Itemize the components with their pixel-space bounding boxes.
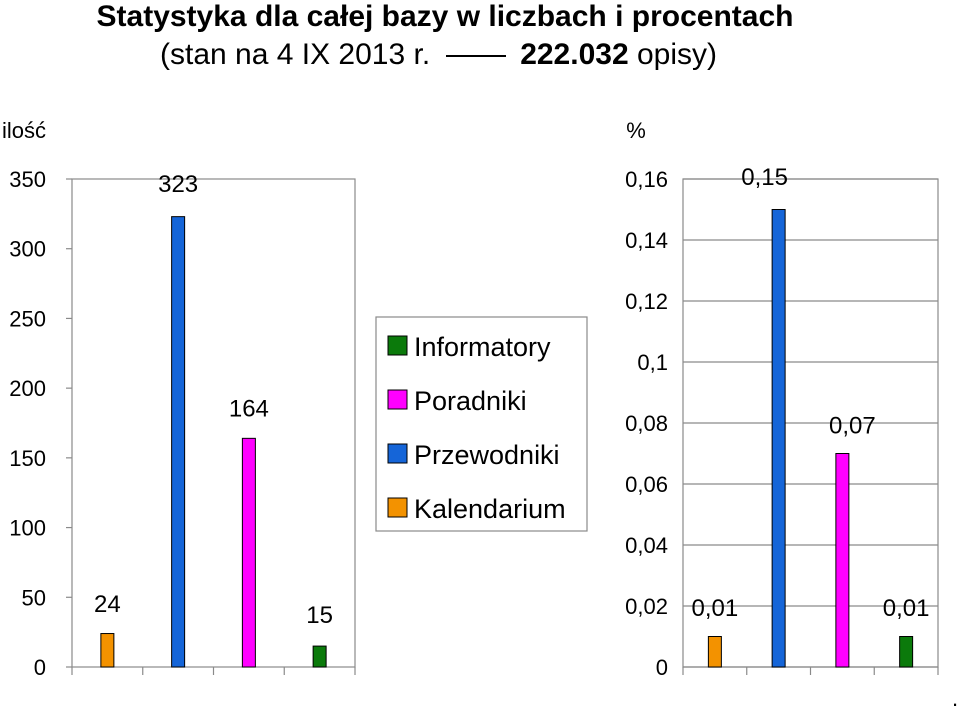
legend-swatch-poradniki xyxy=(387,389,408,410)
percent-bar-kalendarium xyxy=(707,636,722,668)
percent-data-label: 0,07 xyxy=(829,413,876,440)
percent-ytick-label: 0,14 xyxy=(625,228,668,253)
count-ytick-label: 350 xyxy=(9,167,46,192)
percent-data-label: 0,01 xyxy=(692,595,739,622)
count-ytick-label: 0 xyxy=(34,655,46,680)
chart-title: Statystyka dla całej bazy w liczbach i p… xyxy=(96,0,794,33)
count-bar-kalendarium xyxy=(100,633,115,668)
count-data-label: 164 xyxy=(229,395,269,422)
legend-swatch-przewodniki xyxy=(387,443,408,464)
subtitle-date: (stan na 4 IX 2013 r. xyxy=(160,38,431,71)
percent-ytick-label: 0,1 xyxy=(637,350,668,375)
count-ytick-label: 150 xyxy=(9,446,46,471)
count-ytick-label: 200 xyxy=(9,376,46,401)
legend-label-przewodniki: Przewodniki xyxy=(414,440,560,470)
percent-data-label: 0,15 xyxy=(741,164,788,191)
count-ytick-label: 300 xyxy=(9,237,46,262)
percent-ytick-label: 0,16 xyxy=(625,167,668,192)
legend-box xyxy=(375,316,588,532)
count-data-label: 15 xyxy=(306,602,333,629)
percent-ytick-label: 0,02 xyxy=(625,594,668,619)
legend-label-kalendarium: Kalendarium xyxy=(414,494,566,524)
percent-ytick-label: 0,08 xyxy=(625,411,668,436)
legend-swatch-kalendarium xyxy=(387,497,408,518)
percent-ytick-label: 0 xyxy=(656,655,668,680)
count-bar-poradniki xyxy=(241,437,256,668)
percent-ytick-label: 0,06 xyxy=(625,472,668,497)
legend-swatch-informatory xyxy=(387,335,408,356)
count-ytick-label: 250 xyxy=(9,306,46,331)
subtitle-dash xyxy=(446,55,507,58)
legend-label-poradniki: Poradniki xyxy=(414,386,527,416)
chart-subtitle: (stan na 4 IX 2013 r. 222.032 opisy) xyxy=(160,38,717,72)
count-ytick-label: 50 xyxy=(22,585,46,610)
percent-bar-przewodniki xyxy=(771,209,786,668)
count-data-label: 323 xyxy=(158,171,198,198)
count-ytick-label: 100 xyxy=(9,516,46,541)
count-y-axis-title: ilość xyxy=(2,118,46,143)
percent-y-axis-title: % xyxy=(626,118,646,143)
count-data-label: 24 xyxy=(94,591,121,618)
percent-ytick-label: 0,04 xyxy=(625,533,668,558)
count-bar-przewodniki xyxy=(171,216,186,668)
percent-ytick-label: 0,12 xyxy=(625,289,668,314)
legend-label-informatory: Informatory xyxy=(414,332,551,362)
subtitle-total: 222.032 xyxy=(520,38,629,71)
count-bar-informatory xyxy=(312,645,327,668)
footnote-dot: . xyxy=(952,686,958,708)
subtitle-suffix: opisy) xyxy=(636,38,718,71)
percent-data-label: 0,01 xyxy=(883,595,930,622)
percent-bar-informatory xyxy=(899,636,914,668)
percent-bar-poradniki xyxy=(835,453,850,668)
